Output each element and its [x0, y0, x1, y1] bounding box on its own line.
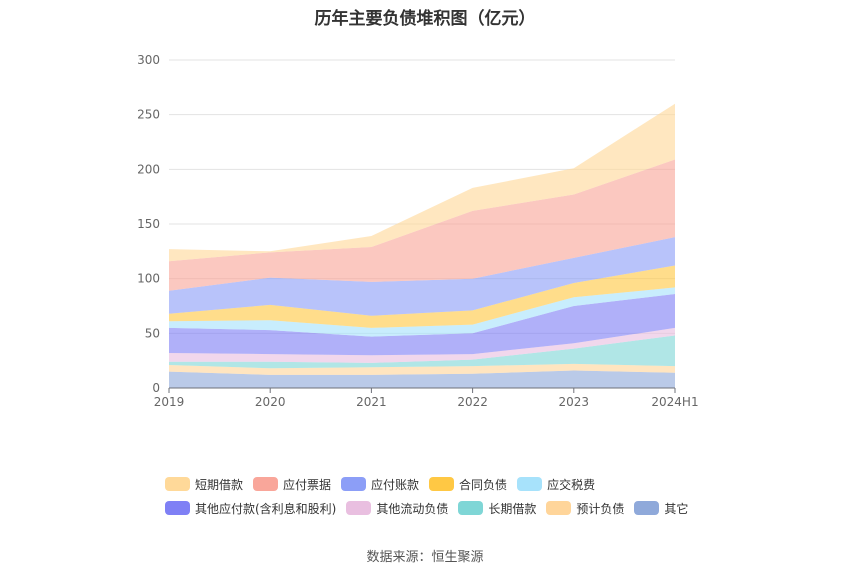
area-短期借款	[169, 103, 675, 262]
x-tick-label: 2019	[154, 395, 185, 409]
area-应交税费	[169, 287, 675, 337]
y-tick-label: 100	[137, 272, 160, 286]
legend-label: 合同负债	[459, 477, 508, 492]
legend-item[interactable]: 其它	[634, 500, 688, 517]
legend: 短期借款 应付票据 应付账款 合同负债 应交税费其他应付款(含利息和股利) 其他流动负债 长…	[165, 472, 765, 520]
legend-row: 短期借款 应付票据 应付账款 合同负债 应交税费	[165, 472, 765, 496]
legend-item[interactable]: 应付账款	[341, 476, 419, 493]
area-其它	[169, 370, 675, 388]
x-tick-label: 2023	[559, 395, 590, 409]
legend-row: 其他应付款(含利息和股利) 其他流动负债 长期借款 预计负债 其它	[165, 496, 765, 520]
legend-swatch	[517, 477, 543, 491]
legend-label: 其他流动负债	[376, 501, 449, 516]
x-tick-label: 2021	[356, 395, 387, 409]
legend-item[interactable]: 短期借款	[165, 476, 243, 493]
x-tick-label: 2022	[457, 395, 488, 409]
legend-label: 其它	[664, 501, 689, 516]
legend-swatch	[341, 477, 367, 491]
legend-label: 预计负债	[576, 501, 625, 516]
legend-swatch	[165, 477, 190, 491]
legend-swatch	[253, 477, 279, 491]
legend-swatch	[429, 477, 455, 491]
legend-item[interactable]: 预计负债	[546, 500, 624, 517]
legend-label: 应交税费	[547, 477, 596, 492]
legend-swatch	[634, 501, 660, 515]
legend-label: 应付票据	[283, 477, 332, 492]
y-tick-label: 300	[137, 53, 160, 67]
legend-item[interactable]: 其他应付款(含利息和股利)	[165, 500, 336, 517]
y-tick-label: 0	[152, 381, 160, 395]
area-长期借款	[169, 335, 675, 369]
y-tick-label: 250	[137, 108, 160, 122]
legend-swatch	[346, 501, 372, 515]
legend-swatch	[546, 501, 572, 515]
axes: 0 50 100 150 200 250 300 2019 2020 2021 2022 2023 20…	[137, 53, 699, 409]
x-tick-label: 2020	[255, 395, 286, 409]
legend-label: 长期借款	[488, 501, 537, 516]
legend-label: 短期借款	[195, 477, 244, 492]
area-合同负债	[169, 265, 675, 328]
legend-label: 应付账款	[371, 477, 420, 492]
legend-label: 其他应付款(含利息和股利)	[195, 501, 337, 516]
y-tick-label: 200	[137, 162, 160, 176]
chart-title: 历年主要负债堆积图（亿元）	[314, 9, 536, 29]
x-tick-label: 2024H1	[651, 395, 698, 409]
legend-swatch	[458, 501, 484, 515]
legend-swatch	[165, 501, 190, 515]
legend-item[interactable]: 其他流动负债	[346, 500, 448, 517]
area-其他流动负债	[169, 327, 675, 363]
area-应付账款	[169, 237, 675, 316]
area-预计负债	[169, 363, 675, 375]
y-tick-label: 150	[137, 217, 160, 231]
area-应付票据	[169, 159, 675, 291]
legend-item[interactable]: 应付票据	[253, 476, 331, 493]
legend-item[interactable]: 长期借款	[458, 500, 536, 517]
data-source-note: 数据来源：恒生聚源	[366, 550, 484, 565]
area-其他应付款(含利息和股利)	[169, 294, 675, 356]
legend-item[interactable]: 合同负债	[429, 476, 507, 493]
y-tick-label: 50	[145, 326, 160, 340]
legend-item[interactable]: 应交税费	[517, 476, 595, 493]
area-series	[169, 103, 675, 388]
